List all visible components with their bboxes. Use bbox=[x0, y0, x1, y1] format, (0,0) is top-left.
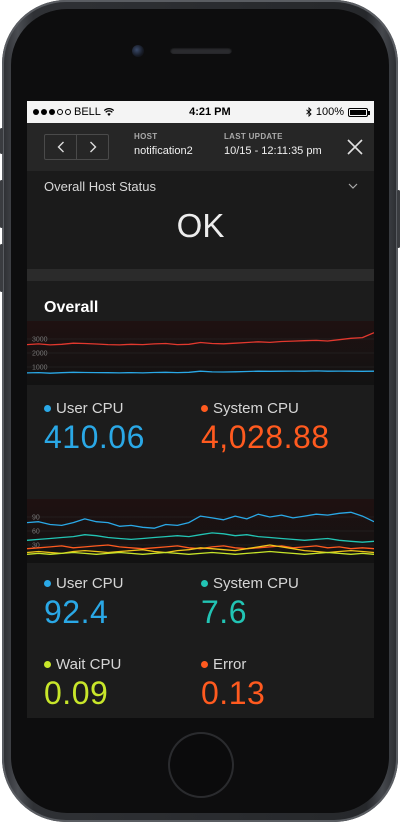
metric-user-cpu: User CPU 410.06 bbox=[44, 400, 145, 456]
legend-dot bbox=[44, 405, 51, 412]
chart1-y-tick: 3000 bbox=[32, 337, 48, 344]
chart2-series-line-1 bbox=[27, 532, 374, 543]
cpu-load-chart: 3000 2000 1000 bbox=[27, 321, 374, 385]
legend-dot bbox=[201, 661, 208, 668]
metric-label: Error bbox=[213, 656, 247, 673]
battery-icon bbox=[347, 107, 370, 117]
legend-dot bbox=[201, 580, 208, 587]
chart2-series-line-4 bbox=[27, 550, 374, 555]
power-button bbox=[397, 190, 400, 248]
chart2-series-line-3 bbox=[27, 544, 374, 555]
host-label: HOST bbox=[134, 132, 158, 141]
metric-label: User CPU bbox=[56, 575, 124, 592]
metric-user-cpu-2: User CPU 92.4 bbox=[44, 575, 124, 631]
metric-value: 4,028.88 bbox=[201, 419, 330, 455]
metric-label: User CPU bbox=[56, 400, 124, 417]
volume-up-button bbox=[0, 180, 3, 228]
carrier-name: BELL bbox=[74, 106, 101, 118]
metric-label: System CPU bbox=[213, 575, 299, 592]
signal-icon bbox=[33, 109, 71, 115]
metric-label: Wait CPU bbox=[56, 656, 122, 673]
metric-system-cpu: System CPU 4,028.88 bbox=[201, 400, 330, 456]
chart1-series-line-1 bbox=[27, 370, 374, 374]
earpiece-speaker bbox=[170, 47, 232, 54]
metric-system-cpu-2: System CPU 7.6 bbox=[201, 575, 299, 631]
chart2-y-tick: 90 bbox=[32, 515, 40, 522]
previous-host-button[interactable] bbox=[45, 135, 76, 159]
app-screen: BELL 4:21 PM 100% HOST bbox=[27, 101, 374, 718]
next-host-button[interactable] bbox=[76, 135, 108, 159]
metric-value: 92.4 bbox=[44, 594, 109, 630]
mute-switch bbox=[0, 128, 3, 154]
last-update-value: 10/15 - 12:11:35 pm bbox=[224, 145, 322, 157]
host-nav bbox=[44, 134, 109, 160]
front-camera bbox=[132, 45, 144, 57]
chart1-y-tick: 1000 bbox=[32, 365, 48, 372]
header-bar: HOST notification2 LAST UPDATE 10/15 - 1… bbox=[27, 123, 374, 171]
metric-wait-cpu: Wait CPU 0.09 bbox=[44, 656, 121, 712]
chevron-down-icon[interactable] bbox=[348, 183, 358, 189]
host-info: HOST notification2 bbox=[134, 132, 193, 157]
home-button[interactable] bbox=[170, 734, 232, 796]
clock: 4:21 PM bbox=[189, 106, 231, 118]
cpu-load-chart-svg: 3000 2000 1000 bbox=[27, 321, 374, 385]
metric-label: System CPU bbox=[213, 400, 299, 417]
chart2-series-line-2 bbox=[27, 544, 374, 550]
bluetooth-icon bbox=[306, 107, 312, 117]
host-status-title: Overall Host Status bbox=[44, 179, 156, 194]
cpu-percent-chart: 90 60 30 bbox=[27, 499, 374, 563]
section-divider bbox=[27, 269, 374, 281]
section-title: Overall bbox=[27, 281, 374, 321]
metric-value: 7.6 bbox=[201, 594, 247, 630]
chart2-y-tick: 60 bbox=[32, 529, 40, 536]
chevron-right-icon bbox=[89, 141, 96, 153]
metric-value: 0.09 bbox=[44, 675, 109, 711]
cpu-load-metrics: User CPU 410.06 System CPU 4,028.88 bbox=[27, 385, 374, 499]
legend-dot bbox=[44, 661, 51, 668]
volume-down-button bbox=[0, 244, 3, 292]
host-status-panel[interactable]: Overall Host Status OK bbox=[27, 171, 374, 269]
legend-dot bbox=[44, 580, 51, 587]
metric-value: 0.13 bbox=[201, 675, 266, 711]
chevron-left-icon bbox=[57, 141, 64, 153]
metric-value: 410.06 bbox=[44, 419, 145, 455]
host-status-value: OK bbox=[176, 207, 225, 244]
chart1-y-tick: 2000 bbox=[32, 351, 48, 358]
chart2-y-tick: 30 bbox=[32, 543, 40, 550]
close-icon[interactable] bbox=[347, 139, 363, 155]
last-update-label: LAST UPDATE bbox=[224, 132, 283, 141]
cpu-percent-chart-svg: 90 60 30 bbox=[27, 499, 374, 563]
status-bar: BELL 4:21 PM 100% bbox=[27, 101, 374, 123]
update-info: LAST UPDATE 10/15 - 12:11:35 pm bbox=[224, 132, 322, 157]
chart2-series-line-0 bbox=[27, 511, 374, 529]
chart1-series-line-0 bbox=[27, 332, 374, 346]
wifi-icon bbox=[103, 108, 114, 116]
legend-dot bbox=[201, 405, 208, 412]
metric-error: Error 0.13 bbox=[201, 656, 265, 712]
host-value: notification2 bbox=[134, 145, 193, 157]
battery-percent: 100% bbox=[315, 106, 344, 118]
cpu-percent-metrics: User CPU 92.4 System CPU 7.6 Wait CPU 0.… bbox=[27, 563, 374, 718]
